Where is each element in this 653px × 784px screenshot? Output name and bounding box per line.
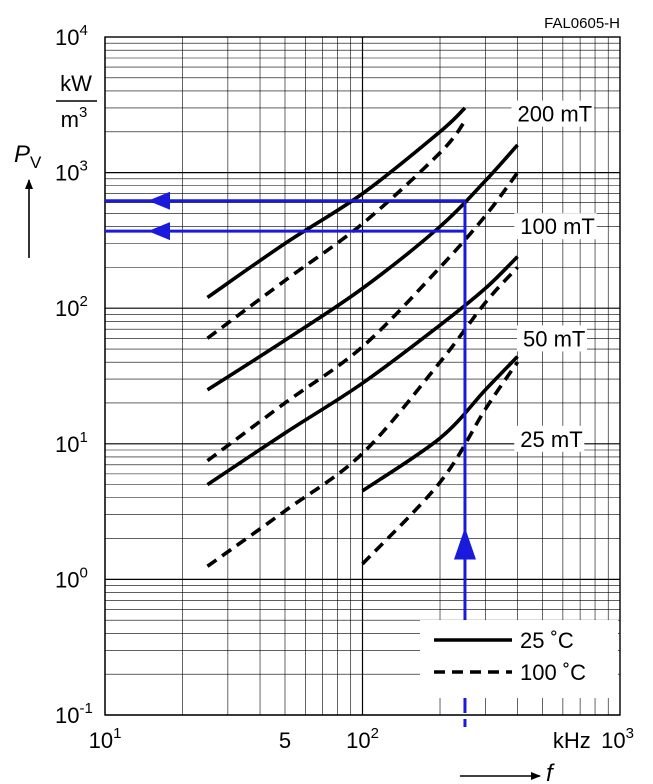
legend-label: 25 ˚C: [520, 628, 574, 653]
y-unit-denominator: m3: [61, 104, 88, 132]
curve-50mt-25c: [206, 255, 519, 487]
x-tick-label: 103: [601, 725, 634, 753]
left-arrow-icon: [148, 191, 170, 210]
curve-label-background: [511, 100, 594, 127]
figure-code: FAL0605-H: [544, 15, 620, 32]
curve-200mt-25c: [206, 106, 467, 299]
left-arrow-icon: [148, 222, 170, 241]
curve-label-background: [514, 213, 597, 240]
labels: 10-1 100 101 102 103 104 101 5 102 103 kHz f kW m3 PV F…: [14, 15, 634, 784]
y-tick-label: 102: [55, 293, 88, 321]
curve-label: 200 mT: [518, 102, 593, 127]
curve-100mt-100c: [206, 171, 519, 463]
legend: 25 ˚C 100 ˚C: [420, 620, 618, 698]
x-unit-label: kHz: [553, 728, 591, 753]
blue-annotations: [105, 191, 476, 727]
curve-label: 50 mT: [523, 326, 585, 351]
curve-25mt-25c: [361, 355, 519, 493]
curve-25mt-100c: [361, 361, 520, 566]
curve-200mt-100c: [206, 119, 467, 340]
y-tick-label: 10-1: [55, 700, 93, 728]
x-tick-label: 5: [279, 728, 291, 753]
curve-100mt-25c: [206, 143, 519, 392]
curve-label: 25 mT: [520, 427, 582, 452]
y-tick-label: 101: [55, 429, 88, 457]
curve-label: 100 mT: [520, 214, 595, 239]
x-tick-label: 102: [346, 725, 379, 753]
x-tick-label: 101: [89, 725, 122, 753]
y-tick-label: 103: [55, 158, 88, 186]
curve-label-background: [514, 425, 585, 452]
up-arrow-icon: [453, 527, 476, 560]
curves: [206, 106, 520, 568]
y-tick-label: 100: [55, 564, 88, 592]
curve-50mt-100c: [206, 266, 519, 568]
grid: [104, 36, 621, 716]
curve-label-background: [516, 325, 587, 352]
legend-box: [420, 620, 618, 698]
legend-label: 100 ˚C: [520, 660, 586, 685]
plot-frame: [104, 36, 621, 716]
y-axis-symbol: PV: [14, 141, 42, 172]
y-tick-label: 104: [55, 22, 88, 50]
x-axis-symbol: f: [546, 760, 555, 784]
y-unit-numerator: kW: [60, 71, 92, 96]
